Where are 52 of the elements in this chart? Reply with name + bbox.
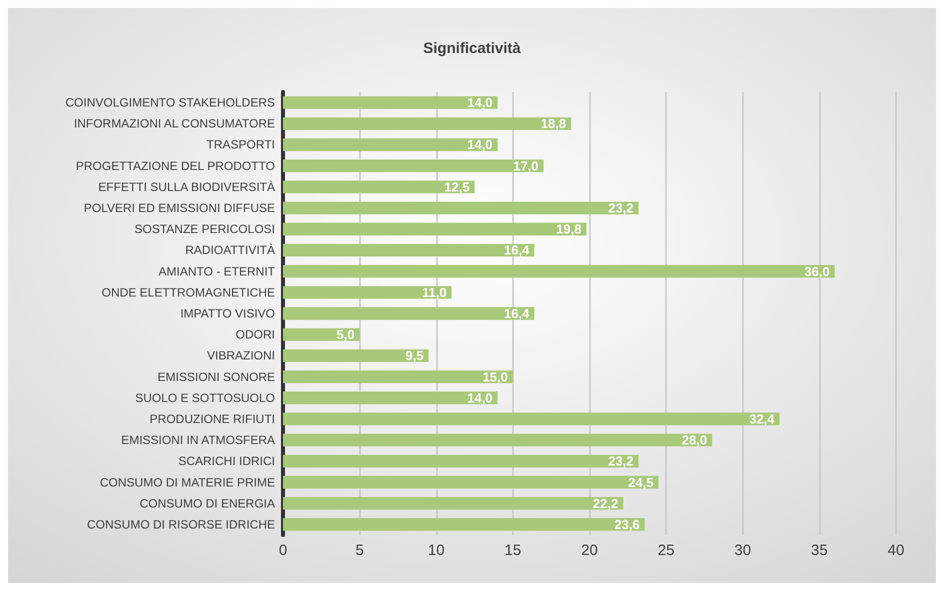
data-label: 15,0 (482, 369, 508, 384)
y-tick-label: SUOLO E SOTTOSUOLO (135, 390, 275, 405)
y-tick-label: CONSUMO DI ENERGIA (140, 496, 275, 510)
x-tick-label: 10 (428, 542, 445, 559)
data-label: 14,0 (467, 390, 493, 406)
data-label: 28,0 (682, 432, 708, 448)
y-tick-label: COINVOLGIMENTO STAKEHOLDERS (65, 96, 275, 110)
data-label: 9,5 (406, 348, 424, 364)
data-label: 12,5 (444, 179, 470, 194)
data-label: 16,4 (504, 242, 530, 258)
y-tick-label: CONSUMO DI RISORSE IDRICHE (86, 517, 275, 532)
y-tick-label: ODORI (236, 328, 275, 342)
x-tick-label: 30 (734, 542, 752, 559)
y-tick-label: SOSTANZE PERICOLOSI (134, 222, 275, 236)
y-tick-label: EMISSIONI IN ATMOSFERA (121, 433, 275, 448)
y-tick-label: PROGETTAZIONE DEL PRODOTTO (76, 158, 275, 173)
data-label: 23,2 (608, 200, 634, 216)
y-tick-label: IMPATTO VISIVO (180, 306, 275, 320)
data-label: 11,0 (422, 284, 447, 300)
data-label: 23,6 (614, 516, 640, 532)
data-label: 36,0 (804, 264, 830, 279)
y-tick-label: AMIANTO - ETERNIT (158, 264, 276, 278)
y-tick-label: EFFETTI SULLA BIODIVERSITÀ (98, 180, 275, 194)
x-tick-label: 0 (278, 542, 288, 559)
data-label: 22,2 (592, 496, 618, 511)
y-tick-label: ONDE ELETTROMAGNETICHE (102, 285, 275, 300)
x-tick-label: 40 (888, 542, 904, 559)
data-label: 24,5 (628, 474, 654, 490)
data-label: 14,0 (467, 137, 493, 152)
data-label: 18,8 (540, 116, 566, 132)
x-tick-label: 5 (355, 542, 364, 559)
data-label: 19,8 (556, 222, 582, 237)
data-label: 14,0 (467, 95, 493, 110)
y-tick-label: POLVERI ED EMISSIONI DIFFUSE (84, 201, 275, 216)
x-tick-label: 25 (658, 542, 674, 559)
y-tick-label: EMISSIONI SONORE (158, 370, 275, 384)
x-tick-label: 15 (504, 542, 522, 559)
y-tick-label: SCARICHI IDRICI (178, 454, 275, 468)
y-tick-label: INFORMAZIONI AL CONSUMATORE (74, 116, 275, 131)
data-label: 16,4 (504, 306, 530, 321)
x-tick-label: 35 (811, 542, 828, 559)
data-label: 32,4 (749, 411, 776, 426)
y-tick-label: RADIOATTIVITÀ (185, 243, 275, 258)
x-tick-label: 20 (581, 542, 598, 559)
data-label: 23,2 (608, 454, 634, 469)
data-label: 17,0 (513, 158, 539, 174)
y-tick-label: PRODUZIONE RIFIUTI (150, 412, 275, 426)
y-tick-label: TRASPORTI (206, 138, 275, 152)
y-tick-label: VIBRAZIONI (206, 348, 275, 363)
data-label: 5,0 (336, 327, 355, 342)
y-tick-label: CONSUMO DI MATERIE PRIME (100, 475, 275, 490)
chart-title: Significatività (423, 40, 522, 57)
